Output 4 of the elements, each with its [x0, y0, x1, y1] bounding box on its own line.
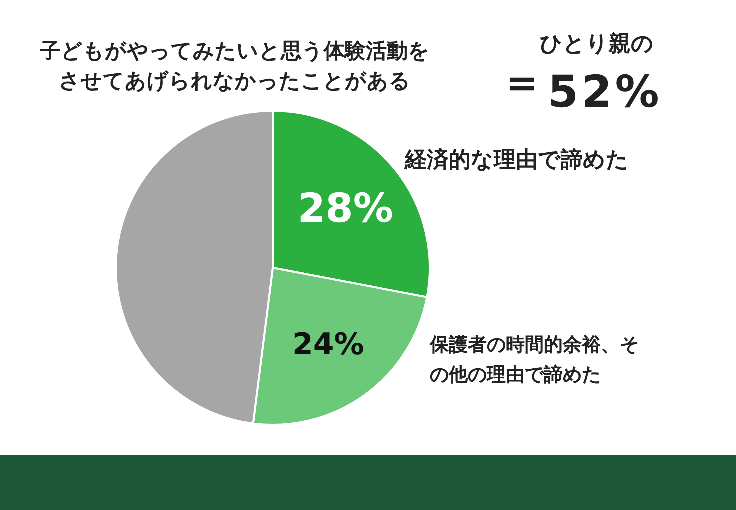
annotation: ひとり親の [540, 31, 654, 59]
title: 子どもがやってみたいと思う体験活動をさせてあげられなかったことがある [40, 38, 430, 95]
annotation: ＝ [500, 58, 544, 108]
annotation: 52% [548, 66, 662, 120]
